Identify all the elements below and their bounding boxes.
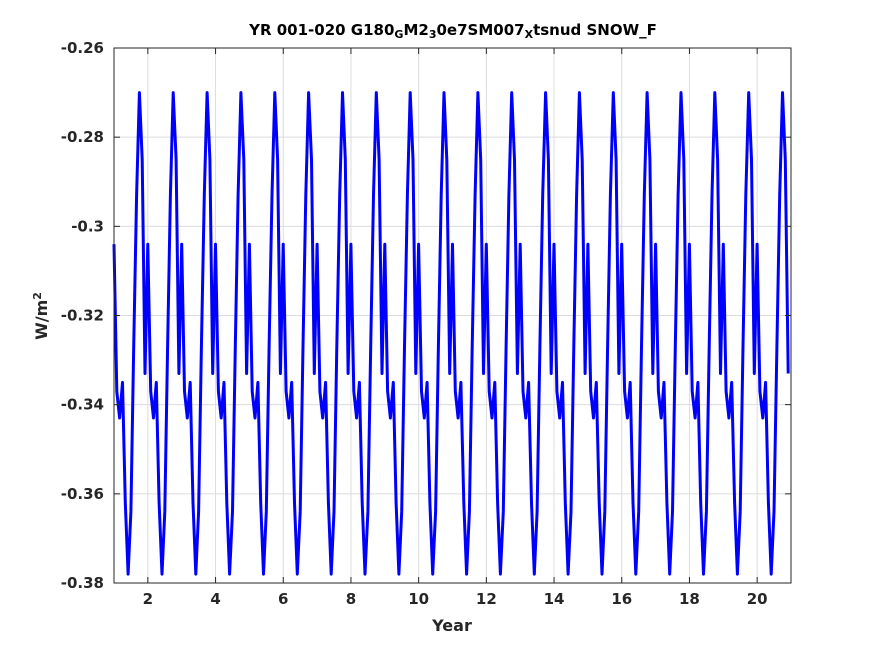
series-line	[112, 91, 790, 576]
y-tick-label: -0.28	[61, 128, 104, 146]
y-tick-label: -0.36	[61, 485, 104, 503]
x-tick-label: 10	[408, 590, 429, 608]
x-tick-label: 8	[346, 590, 356, 608]
y-axis-label-sup: 2	[31, 292, 44, 300]
x-tick-label: 20	[747, 590, 768, 608]
x-tick-label: 16	[611, 590, 632, 608]
y-tick-label: -0.26	[61, 39, 104, 57]
y-tick-label: -0.34	[61, 396, 104, 414]
title-part: M2	[403, 21, 428, 39]
x-tick-label: 6	[278, 590, 288, 608]
x-tick-label: 12	[476, 590, 497, 608]
x-tick-label: 2	[143, 590, 153, 608]
title-part: 0e7SM007	[436, 21, 524, 39]
chart-title: YR 001-020 G180GM230e7SM007Xtsnud SNOW_F	[248, 21, 657, 41]
title-part: G	[394, 28, 403, 41]
y-tick-label: -0.32	[61, 307, 104, 325]
x-tick-label: 18	[679, 590, 700, 608]
x-tick-label: 4	[210, 590, 220, 608]
series-layer	[112, 91, 790, 576]
x-axis-label: Year	[431, 616, 472, 635]
y-axis-label-base: W/m	[32, 300, 51, 340]
title-part: YR 001-020 G180	[248, 21, 394, 39]
ticks: 2 4 6 8 10 12 14 16 18 20 -0.38 -0.36 -0.34 -0.32 -0.3…	[61, 39, 791, 608]
y-tick-label: -0.38	[61, 574, 104, 592]
title-part: X	[525, 28, 534, 41]
title-part: tsnud SNOW_F	[533, 21, 657, 39]
x-tick-label: 14	[544, 590, 565, 608]
title-part: 3	[429, 28, 437, 41]
y-axis-label: W/m2	[31, 292, 52, 340]
y-tick-label: -0.3	[71, 217, 104, 235]
